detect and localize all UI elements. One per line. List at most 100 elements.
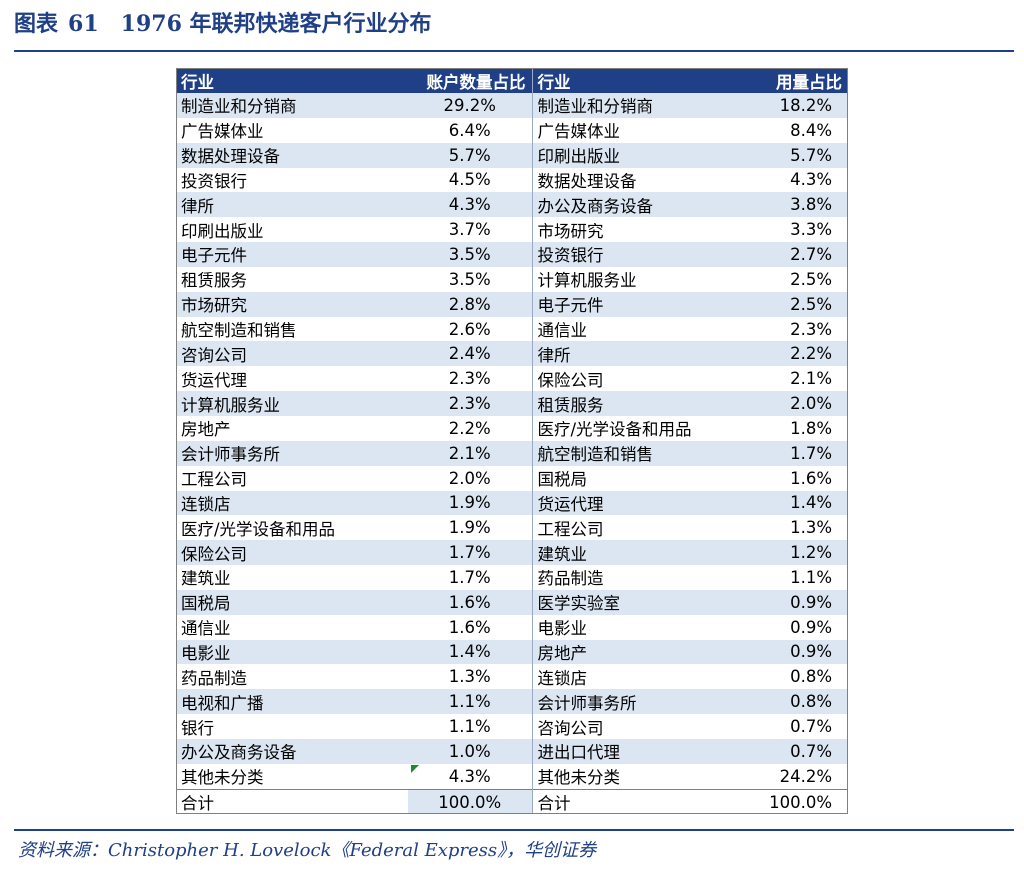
table-row: 市场研究 2.8% 电子元件 2.5% [176,291,848,317]
usage-share-cell: 2.7% [758,242,848,267]
usage-share-cell: 1.1% [790,567,832,587]
industry-cell: 计算机服务业 [176,391,408,416]
table-row: 国税局 1.6% 医学实验室 0.9% [176,589,848,615]
account-share-cell: 4.5% [448,170,491,190]
industry-cell: 通信业 [531,316,758,342]
industry-cell: 药品制造 [181,668,247,688]
industry-cell: 通信业 [181,619,231,639]
account-share-cell: 1.9% [448,518,491,538]
table-row: 印刷出版业 3.7% 市场研究 3.3% [176,217,848,243]
figure-label: 图表 [14,11,59,37]
figure-number: 61 [68,11,99,37]
industry-cell: 咨询公司 [531,714,758,739]
industry-cell: 会计师事务所 [531,689,758,715]
table-row: 广告媒体业 6.4% 广告媒体业 8.4% [176,117,848,143]
industry-cell: 航空制造和销售 [531,440,758,466]
usage-share-cell: 1.6% [790,468,832,488]
industry-cell: 国税局 [176,589,408,615]
industry-cell: 其他未分类 [181,768,264,788]
usage-share-cell: 0.9% [790,617,832,637]
industry-cell: 印刷出版业 [181,221,264,241]
industry-cell: 国税局 [531,465,758,491]
usage-share-cell: 1.2% [758,540,848,566]
table-row: 电影业 1.4% 房地产 0.9% [176,639,848,665]
account-share-cell: 1.4% [408,639,532,665]
industry-cell: 保险公司 [176,540,408,566]
industry-cell: 办公及商务设备 [531,192,758,218]
industry-cell: 房地产 [181,420,231,440]
industry-cell: 连锁店 [176,490,408,516]
table-row: 工程公司 2.0% 国税局 1.6% [176,465,848,491]
table-row: 房地产 2.2% 医疗/光学设备和用品 1.8% [176,415,848,441]
table-row: 律所 4.3% 办公及商务设备 3.8% [176,192,848,218]
industry-cell: 工程公司 [181,470,247,490]
industry-cell: 连锁店 [531,664,758,690]
usage-share-cell: 0.9% [758,639,848,665]
industry-cell: 电视和广播 [176,689,408,715]
total-label: 合计 [176,788,408,815]
account-share-cell: 6.4% [448,120,491,140]
account-share-cell: 1.7% [408,540,532,566]
usage-share-cell: 2.1% [790,369,832,389]
account-share-cell: 2.2% [448,418,491,438]
source-note: 资料来源：Christopher H. Lovelock《Federal Exp… [18,840,597,861]
industry-cell: 律所 [531,341,758,367]
account-share-cell: 2.6% [448,319,491,339]
account-share-cell: 1.6% [448,617,491,637]
table-row: 货运代理 2.3% 保险公司 2.1% [176,366,848,392]
industry-cell: 广告媒体业 [531,117,758,143]
usage-share-cell: 5.7% [758,142,848,168]
industry-cell: 医疗/光学设备和用品 [181,519,336,539]
account-share-cell: 2.3% [448,369,491,389]
industry-cell: 广告媒体业 [181,122,264,142]
table-row: 通信业 1.6% 电影业 0.9% [176,614,848,640]
usage-share-cell: 1.8% [790,418,832,438]
table-row: 办公及商务设备 1.0% 进出口代理 0.7% [176,738,848,764]
total-account-share: 100.0% [408,788,532,815]
usage-share-cell: 0.9% [758,589,848,615]
table-row: 租赁服务 3.5% 计算机服务业 2.5% [176,266,848,292]
industry-cell: 租赁服务 [181,271,247,291]
account-share-cell: 2.0% [448,468,491,488]
usage-share-cell: 2.3% [790,319,832,339]
account-share-cell: 1.3% [448,667,491,687]
table-row: 保险公司 1.7% 建筑业 1.2% [176,540,848,566]
table-row: 其他未分类 4.3% 其他未分类 24.2% [176,763,848,790]
header-usage-share: 用量占比 [758,68,848,93]
figure-title-text: 1976 年联邦快递客户行业分布 [120,11,432,37]
industry-cell: 药品制造 [531,565,758,590]
usage-share-cell: 4.3% [790,170,832,190]
table-row: 银行 1.1% 咨询公司 0.7% [176,714,848,739]
cell-comment-marker [411,765,419,773]
industry-cell: 数据处理设备 [176,142,408,168]
industry-cell: 计算机服务业 [531,266,758,292]
total-row: 合计 100.0% 合计 100.0% [176,788,848,815]
usage-share-cell: 0.7% [758,738,848,764]
industry-cell: 电子元件 [176,242,408,267]
table-row: 连锁店 1.9% 货运代理 1.4% [176,490,848,516]
account-share-cell: 29.2% [408,93,532,118]
total-label: 合计 [531,788,758,815]
table-row: 制造业和分销商 29.2% 制造业和分销商 18.2% [176,93,848,118]
industry-cell: 会计师事务所 [176,440,408,466]
source-divider [14,829,1014,831]
table-row: 医疗/光学设备和用品 1.9% 工程公司 1.3% [176,515,848,541]
industry-cell: 银行 [181,718,214,738]
usage-share-cell: 18.2% [758,93,848,118]
usage-share-cell: 2.5% [790,269,832,289]
industry-cell: 保险公司 [531,366,758,392]
table-row: 电子元件 3.5% 投资银行 2.7% [176,242,848,267]
industry-cell: 货运代理 [531,490,758,516]
industry-cell: 市场研究 [176,291,408,317]
account-share-cell: 1.1% [448,717,491,737]
industry-cell: 进出口代理 [531,738,758,764]
account-share-cell: 1.6% [408,589,532,615]
account-share-cell: 3.7% [448,220,491,240]
industry-cell: 货运代理 [181,370,247,390]
account-share-cell: 1.9% [408,490,532,516]
account-share-cell: 1.7% [448,567,491,587]
industry-cell: 制造业和分销商 [176,93,408,118]
industry-cell: 租赁服务 [531,391,758,416]
account-share-cell: 3.5% [408,242,532,267]
usage-share-cell: 1.7% [758,440,848,466]
